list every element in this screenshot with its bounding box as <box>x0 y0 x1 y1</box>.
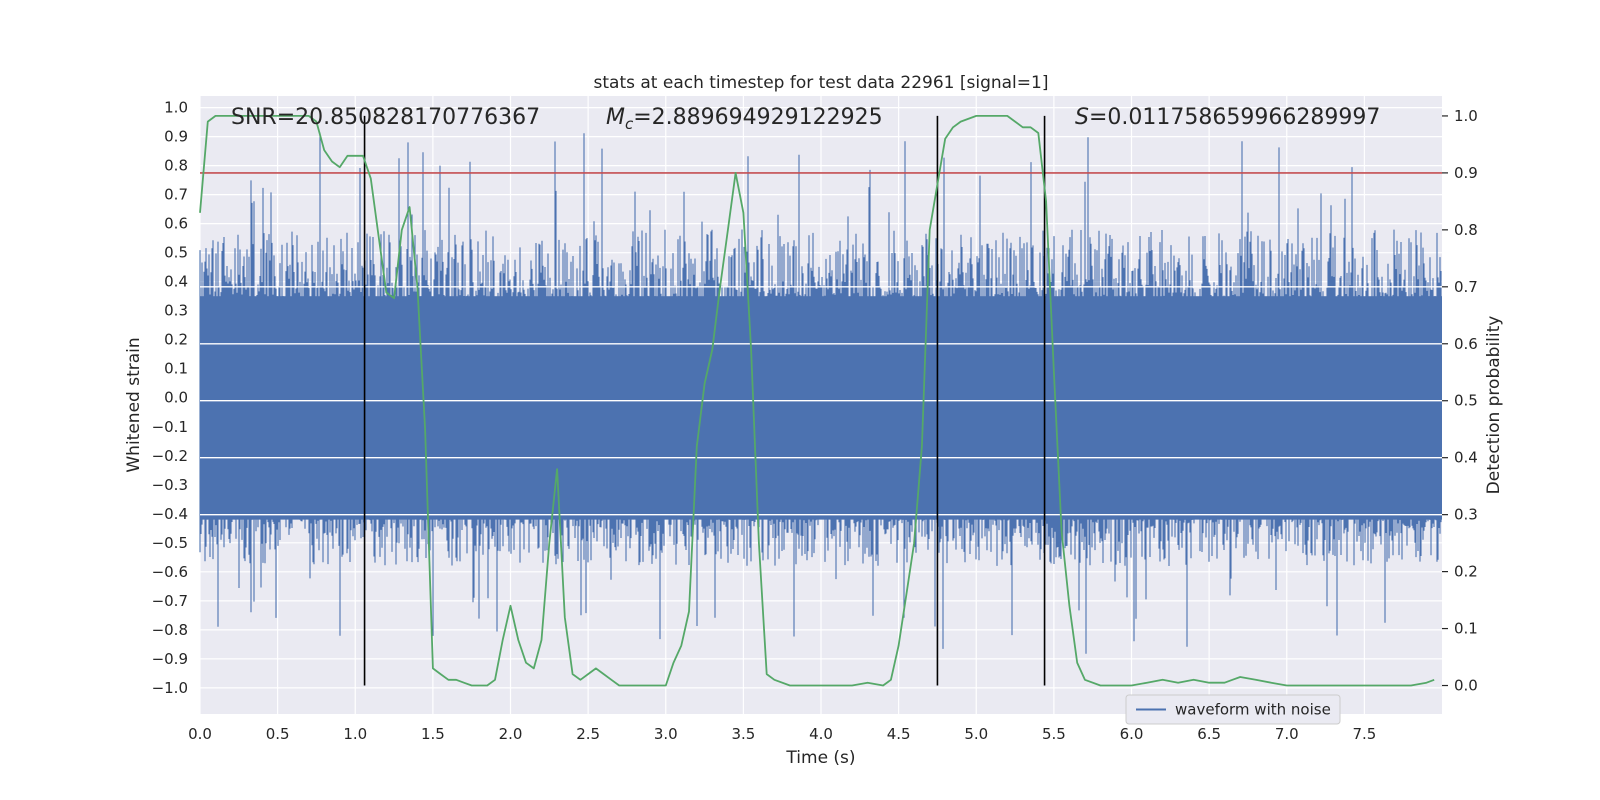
chirp-mass-subscript: c <box>625 115 634 133</box>
y-right-tick-label: 0.9 <box>1454 164 1478 182</box>
x-axis-ticks: 0.0 0.5 1.0 1.5 2.0 2.5 3.0 3.5 4.0 4.5 5.0 5.5 6.0 6… <box>188 725 1376 743</box>
probability-line <box>199 115 1435 687</box>
y-right-tick-label: 0.4 <box>1454 449 1478 467</box>
chirp-mass-annotation: Mc=2.889694929122925 <box>606 105 883 133</box>
legend-label: waveform with noise <box>1175 701 1331 719</box>
y-left-axis-label: Whitened strain <box>124 337 144 472</box>
y-right-tick-label: 0.6 <box>1454 335 1478 353</box>
y-left-tick-label: 0.0 <box>164 389 188 407</box>
y-right-tick-label: 0.0 <box>1454 677 1478 695</box>
x-tick-label: 4.5 <box>887 725 911 743</box>
y-left-tick-label: −0.4 <box>152 505 188 523</box>
y-left-tick-label: 0.9 <box>164 128 188 146</box>
y-left-tick-label: 0.6 <box>164 215 188 233</box>
y-left-tick-label: 0.1 <box>164 360 188 378</box>
y-left-tick-label: −1.0 <box>152 679 188 697</box>
legend: waveform with noise <box>1125 694 1341 725</box>
x-tick-label: 7.5 <box>1352 725 1376 743</box>
y-left-tick-label: 0.8 <box>164 157 188 175</box>
y-left-tick-label: 0.7 <box>164 186 188 204</box>
chirp-mass-value: =2.889694929122925 <box>633 105 882 130</box>
y-right-tick-label: 0.5 <box>1454 392 1478 410</box>
y-left-tick-label: −0.1 <box>152 418 188 436</box>
y-right-tick-label: 0.2 <box>1454 563 1478 581</box>
y-right-axis-label: Detection probability <box>1484 316 1504 495</box>
probability-layer <box>199 115 1435 687</box>
y-left-tick-label: −0.2 <box>152 447 188 465</box>
y-left-tick-label: −0.8 <box>152 621 188 639</box>
y-left-tick-label: −0.7 <box>152 592 188 610</box>
x-tick-label: 1.5 <box>421 725 445 743</box>
y-left-tick-label: −0.3 <box>152 476 188 494</box>
x-axis-label: Time (s) <box>785 748 855 768</box>
y-right-tick-label: 0.3 <box>1454 506 1478 524</box>
chirp-mass-symbol: M <box>606 105 625 130</box>
y-left-tick-label: −0.9 <box>152 650 188 668</box>
x-tick-label: 3.0 <box>654 725 678 743</box>
x-tick-label: 7.0 <box>1275 725 1299 743</box>
x-tick-label: 2.5 <box>576 725 600 743</box>
x-tick-label: 6.5 <box>1197 725 1221 743</box>
x-tick-label: 5.5 <box>1042 725 1066 743</box>
y-left-tick-label: 0.3 <box>164 302 188 320</box>
y-left-tick-label: 0.2 <box>164 331 188 349</box>
x-tick-label: 5.0 <box>964 725 988 743</box>
x-tick-label: 4.0 <box>809 725 833 743</box>
s-annotation: S=0.011758659966289997 <box>1075 105 1380 130</box>
y-left-tick-label: 0.5 <box>164 244 188 262</box>
y-left-axis-ticks: 1.0 0.9 0.8 0.7 0.6 0.5 0.4 0.3 0.2 0.1 0.0 −0.1 −0.… <box>152 99 188 697</box>
y-right-tick-label: 1.0 <box>1454 107 1478 125</box>
legend-box <box>1125 694 1341 725</box>
y-right-tick-label: 0.8 <box>1454 221 1478 239</box>
s-value: =0.011758659966289997 <box>1089 105 1380 130</box>
y-left-tick-label: −0.5 <box>152 534 188 552</box>
vline-layer <box>363 115 1046 686</box>
y-left-tick-label: −0.6 <box>152 563 188 581</box>
x-tick-label: 0.0 <box>188 725 212 743</box>
y-right-tick-label: 0.1 <box>1454 620 1478 638</box>
snr-annotation: SNR=20.850828170776367 <box>231 105 540 130</box>
y-right-tick-label: 0.7 <box>1454 278 1478 296</box>
y-left-tick-label: 1.0 <box>164 99 188 117</box>
x-tick-label: 0.5 <box>266 725 290 743</box>
x-tick-label: 6.0 <box>1120 725 1144 743</box>
x-tick-label: 1.0 <box>343 725 367 743</box>
waveform-series <box>199 132 1442 654</box>
s-symbol: S <box>1075 105 1089 130</box>
x-tick-label: 2.0 <box>499 725 523 743</box>
y-right-axis-ticks: 1.0 0.9 0.8 0.7 0.6 0.5 0.4 0.3 0.2 0.1 0.0 <box>1442 107 1478 695</box>
x-tick-label: 3.5 <box>731 725 755 743</box>
chart-title: stats at each timestep for test data 229… <box>594 73 1049 93</box>
y-left-tick-label: 0.4 <box>164 273 188 291</box>
